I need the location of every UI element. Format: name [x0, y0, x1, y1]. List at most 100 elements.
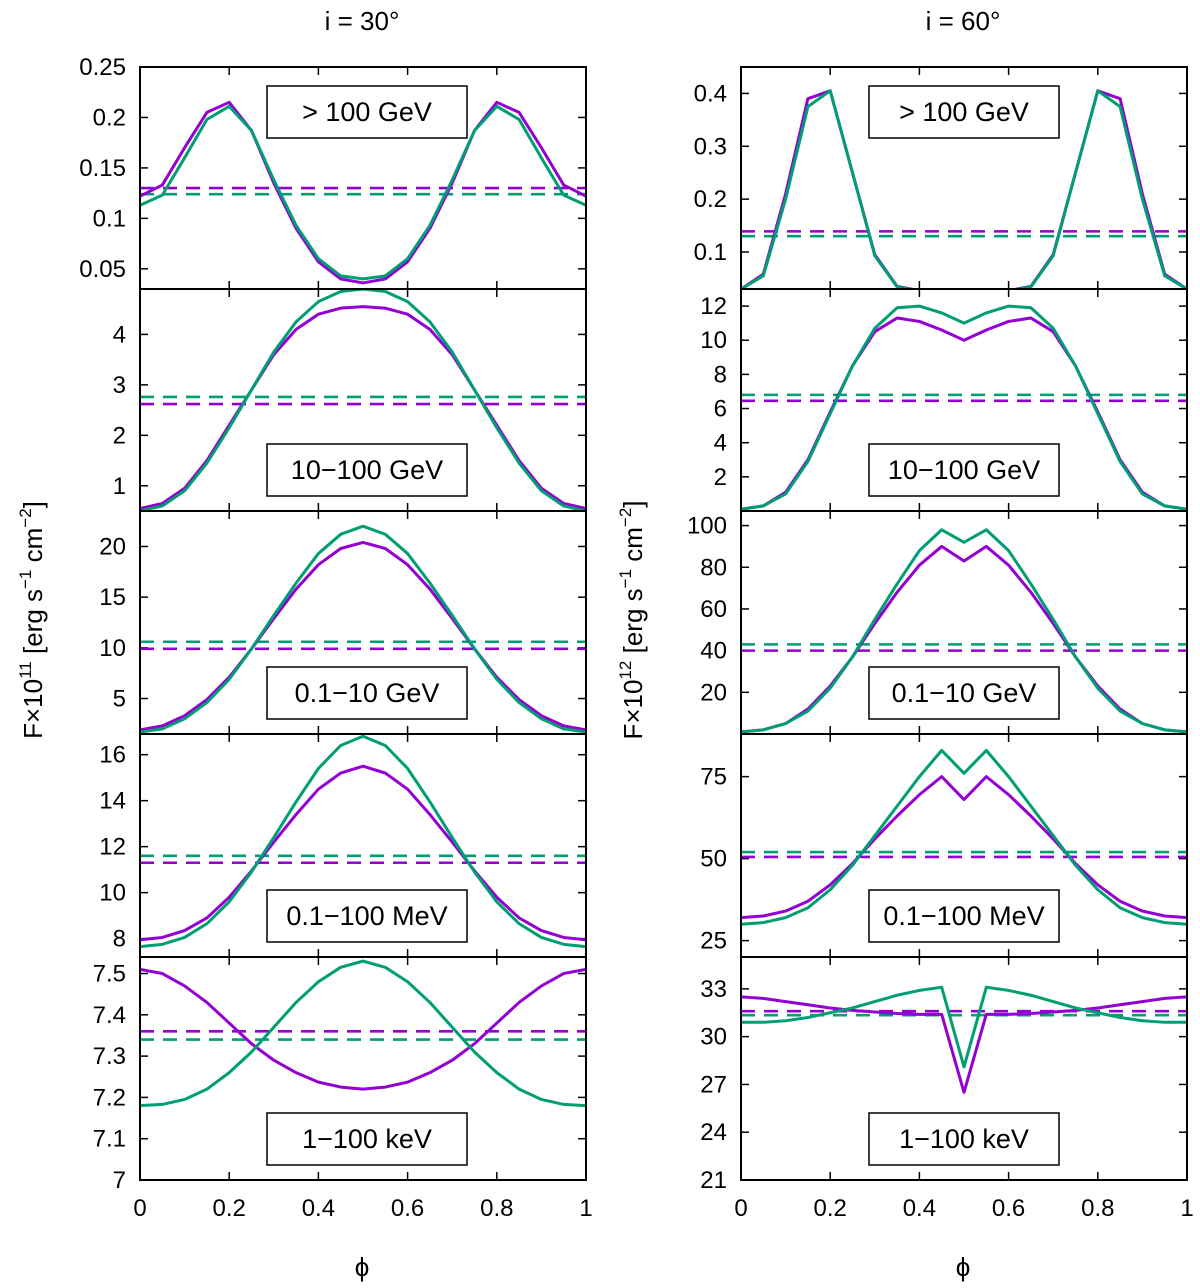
left-panel-0.1-10-gev-ytick-label: 10: [99, 635, 126, 662]
left-column-title: i = 30°: [325, 6, 400, 36]
right-column-title: i = 60°: [926, 6, 1001, 36]
left-x-axis-label: ϕ: [355, 1252, 370, 1282]
right-panel-10-100-gev-ytick-label: 10: [700, 327, 727, 354]
left-panel-100-gev-ytick-label: 0.25: [79, 54, 126, 81]
right-panel-0.1-10-gev-label: 0.1−10 GeV: [892, 678, 1037, 708]
right-panel-0.1-100-mev-ytick-label: 50: [700, 846, 727, 873]
right-panel-0.1-10-gev-ytick-label: 80: [700, 554, 727, 581]
left-xtick-label: 0.6: [391, 1195, 424, 1222]
right-panel-0.1-100-mev-ytick-label: 75: [700, 764, 727, 791]
right-panel-0.1-10-gev-plot-area: [741, 528, 1187, 734]
left-panel-0.1-10-gev: 5 10 15 20 0.1−10 GeV: [99, 510, 587, 735]
left-panel-1-100-kev-label: 1−100 keV: [302, 1124, 432, 1154]
left-panel-10-100-gev-green-series-line: [140, 289, 586, 511]
left-panel-0.1-10-gev-ytick-label: 15: [99, 584, 126, 611]
left-xtick-label: 0.8: [480, 1195, 513, 1222]
left-panel-10-100-gev-ytick-label: 2: [113, 422, 126, 449]
right-panel-10-100-gev-ytick-label: 6: [714, 396, 727, 423]
right-panel-10-100-gev-ytick-label: 12: [700, 293, 727, 320]
left-panel-0.1-100-mev-plot-area: [140, 734, 586, 949]
right-panel-1-100-kev-label: 1−100 keV: [899, 1124, 1029, 1154]
right-panel-0.1-100-mev: 25 50 75 0.1−100 MeV: [700, 733, 1188, 958]
left-xtick-label: 0: [133, 1195, 146, 1222]
left-panel-0.1-100-mev-ytick-label: 12: [99, 834, 126, 861]
left-panel-0.1-100-mev-ytick-label: 8: [113, 926, 126, 953]
right-panel-100-gev-green-series-line: [741, 89, 1187, 289]
right-panel-0.1-10-gev-ytick-label: 40: [700, 638, 727, 665]
right-panel-1-100-kev-purple-series-line: [741, 995, 1187, 1094]
right-panel-0.1-10-gev-ytick-label: 100: [687, 513, 727, 540]
left-panel-100-gev-ytick-label: 0.05: [79, 256, 126, 283]
left-panel-1-100-kev-green-series-line: [140, 959, 586, 1108]
left-panel-0.1-100-mev-purple-series-line: [140, 764, 586, 942]
left-panel-0.1-10-gev-purple-series-line: [140, 540, 586, 732]
right-panel-100-gev-ytick-label: 0.4: [694, 80, 727, 107]
left-panel-1-100-kev-ytick-label: 7: [113, 1167, 126, 1194]
left-panel-10-100-gev-ytick-label: 1: [113, 473, 126, 500]
right-panel-1-100-kev-label-box: [868, 1112, 1060, 1166]
left-panel-0.1-10-gev-label-box: [266, 666, 468, 720]
left-panel-0.1-100-mev-label-box: [266, 889, 468, 943]
left-panel-100-gev-ytick-label: 0.15: [79, 155, 126, 182]
right-xtick-label: 0.8: [1081, 1195, 1114, 1222]
left-panel-1-100-kev-ytick-label: 7.2: [93, 1084, 126, 1111]
right-panel-10-100-gev-plot-area: [741, 304, 1187, 511]
left-panel-1-100-kev-ytick-label: 7.1: [93, 1126, 126, 1153]
right-panel-10-100-gev: 2 4 6 8 10 12 10−100 GeV: [700, 288, 1188, 512]
right-panel-1-100-kev-ytick-label: 30: [700, 1024, 727, 1051]
right-panel-0.1-10-gev-ytick-label: 60: [700, 596, 727, 623]
left-panel-100-gev-green-series-line: [140, 104, 586, 281]
left-panel-1-100-kev-purple-series-line: [140, 967, 586, 1091]
left-panel-100-gev-ytick-label: 0.2: [93, 104, 126, 131]
right-xtick-label: 0.2: [814, 1195, 847, 1222]
right-y-axis-label: F×1012 [erg s−1 cm−2]: [616, 500, 648, 739]
right-panel-10-100-gev-label-box: [868, 443, 1060, 497]
right-panel-0.1-10-gev: 20 40 60 80 100 0.1−10 GeV: [687, 510, 1188, 735]
right-panel-1-100-kev-ytick-label: 27: [700, 1071, 727, 1098]
right-panel-0.1-100-mev-green-series-line: [741, 748, 1187, 926]
left-panel-100-gev-label: > 100 GeV: [302, 97, 432, 127]
right-panel-100-gev-ytick-label: 0.2: [694, 186, 727, 213]
right-panel-1-100-kev-ytick-label: 21: [700, 1167, 727, 1194]
right-panel-0.1-10-gev-ytick-label: 20: [700, 679, 727, 706]
right-panel-1-100-kev-frame: [740, 956, 1188, 1181]
right-panel-10-100-gev-green-series-line: [741, 304, 1187, 511]
left-panel-100-gev-plot-area: [140, 100, 586, 285]
left-panel-1-100-kev-ytick-label: 7.5: [93, 961, 126, 988]
right-panel-1-100-kev-plot-area: [741, 985, 1187, 1094]
right-panel-100-gev-purple-series-line: [741, 89, 1187, 289]
left-panel-10-100-gev-label: 10−100 GeV: [291, 455, 443, 485]
right-xtick-label: 0: [734, 1195, 747, 1222]
left-panel-1-100-kev-plot-area: [140, 959, 586, 1108]
left-panel-0.1-100-mev: 8 10 12 14 16 0.1−100 MeV: [99, 733, 587, 958]
left-panel-0.1-100-mev-ytick-label: 10: [99, 880, 126, 907]
left-panel-0.1-100-mev-label: 0.1−100 MeV: [286, 901, 447, 931]
right-panel-0.1-10-gev-label-box: [868, 666, 1060, 720]
right-panel-1-100-kev-green-series-line: [741, 985, 1187, 1069]
right-panel-1-100-kev: 21 24 27 30 33 0 0.2 0.4 0.6 0.8 1 1−100 keV: [700, 956, 1194, 1222]
left-panel-0.1-10-gev-ytick-label: 5: [113, 686, 126, 713]
right-panel-10-100-gev-label: 10−100 GeV: [888, 455, 1040, 485]
left-panel-0.1-100-mev-green-series-line: [140, 734, 586, 949]
right-panel-0.1-100-mev-label-box: [868, 889, 1060, 943]
right-panel-0.1-100-mev-purple-series-line: [741, 775, 1187, 920]
left-panel-0.1-10-gev-ytick-label: 20: [99, 533, 126, 560]
right-panel-100-gev-ytick-label: 0.3: [694, 133, 727, 160]
right-x-axis-label: ϕ: [956, 1252, 971, 1282]
left-panel-10-100-gev-plot-area: [140, 289, 586, 511]
right-panel-0.1-100-mev-label: 0.1−100 MeV: [883, 901, 1044, 931]
right-panel-0.1-10-gev-green-series-line: [741, 528, 1187, 734]
right-xtick-label: 1: [1180, 1195, 1193, 1222]
left-panel-1-100-kev-frame: [139, 956, 587, 1181]
right-panel-10-100-gev-ytick-label: 2: [714, 464, 727, 491]
right-panel-1-100-kev-ytick-label: 33: [700, 976, 727, 1003]
left-panel-1-100-kev-ytick-label: 7.4: [93, 1002, 126, 1029]
left-panel-0.1-100-mev-ytick-label: 14: [99, 788, 126, 815]
left-panel-10-100-gev-ytick-label: 3: [113, 372, 126, 399]
right-panel-100-gev-label-box: [868, 85, 1060, 139]
left-panel-100-gev: 0.05 0.1 0.15 0.2 0.25 > 100 GeV: [79, 54, 587, 290]
left-panel-0.1-100-mev-ytick-label: 16: [99, 742, 126, 769]
left-panel-1-100-kev-ytick-label: 7.3: [93, 1043, 126, 1070]
right-panel-100-gev: 0.1 0.2 0.3 0.4 > 100 GeV: [694, 66, 1188, 290]
